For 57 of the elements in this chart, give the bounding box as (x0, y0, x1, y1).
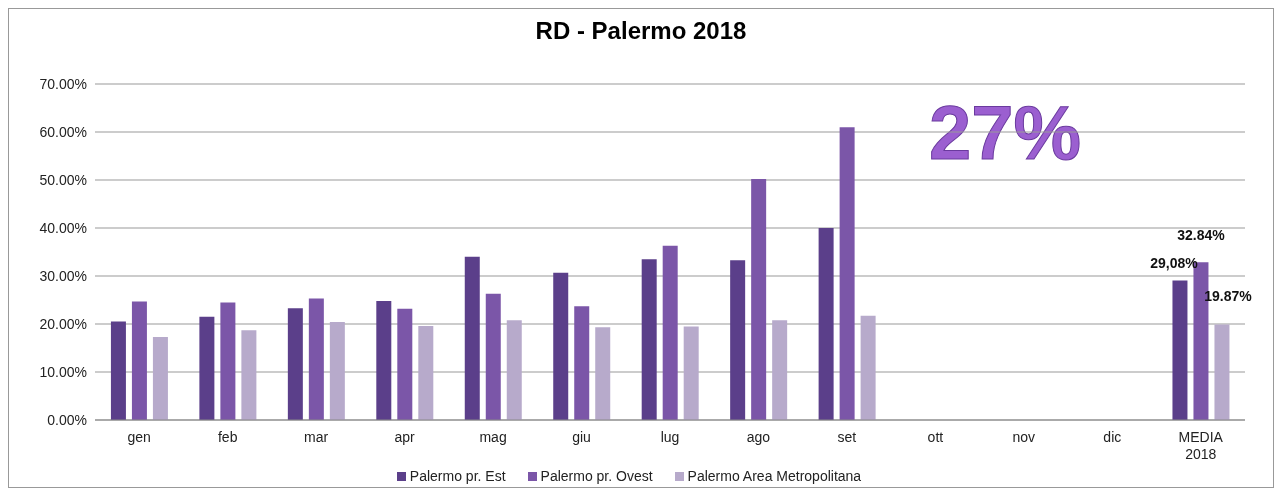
y-tick-label: 70.00% (39, 75, 87, 92)
bar (818, 228, 834, 420)
annotation: 27% (929, 89, 1082, 176)
bar (287, 308, 303, 420)
bar (662, 245, 678, 420)
bar (329, 322, 345, 420)
bar (860, 315, 876, 420)
bar (1172, 280, 1188, 420)
x-tick-label: giu (572, 429, 591, 445)
bar (683, 326, 699, 420)
bar (220, 302, 236, 420)
bar (397, 308, 413, 420)
bar (308, 298, 324, 420)
x-tick-label: MEDIA 2018 (1178, 429, 1224, 462)
bar (464, 256, 480, 420)
x-tick-label: gen (127, 429, 151, 445)
bar (199, 316, 215, 420)
y-tick-label: 60.00% (39, 123, 87, 140)
bar (553, 272, 569, 420)
y-tick-label: 40.00% (39, 219, 87, 236)
y-tick-label: 20.00% (39, 315, 87, 332)
bar (751, 179, 767, 420)
bar (772, 320, 788, 420)
x-tick-label: ott (927, 429, 944, 445)
x-tick-label: apr (394, 429, 416, 445)
bar (730, 260, 746, 420)
bar (131, 301, 147, 420)
bar (376, 300, 392, 420)
y-tick-label: 50.00% (39, 171, 87, 188)
x-tick-label: mag (479, 429, 507, 445)
x-tick-label: mar (304, 429, 329, 445)
y-tick-label: 10.00% (39, 363, 87, 380)
x-tick-label: dic (1103, 429, 1122, 445)
chart-title: RD - Palermo 2018 (534, 17, 748, 45)
x-tick-label: feb (217, 429, 238, 445)
bar (152, 336, 168, 420)
x-tick-label: set (837, 429, 857, 445)
bar (418, 325, 434, 420)
bar (574, 306, 590, 420)
x-tick-label: nov (1012, 429, 1036, 445)
legend-label: Palermo pr. Ovest (539, 468, 653, 484)
y-tick-label: 30.00% (39, 267, 87, 284)
x-tick-label: ago (746, 429, 771, 445)
data-label: 29,08% (1150, 255, 1199, 272)
data-label: 32.84% (1177, 227, 1226, 244)
bar (506, 320, 522, 420)
legend-label: Palermo pr. Est (408, 468, 506, 484)
x-tick-label: lug (660, 429, 680, 445)
legend-label: Palermo Area Metropolitana (686, 468, 862, 484)
bar (110, 321, 126, 420)
bar (595, 327, 611, 420)
y-tick-label: 0.00% (47, 411, 87, 428)
bar (1214, 324, 1230, 420)
bar (485, 293, 501, 420)
bar (839, 127, 855, 420)
bar (241, 330, 257, 420)
bar (641, 259, 657, 420)
